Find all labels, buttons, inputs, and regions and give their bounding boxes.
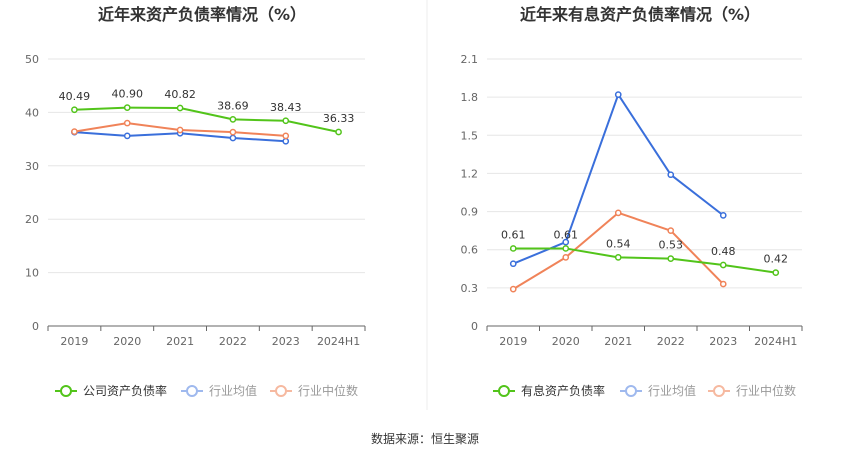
x-tick-label: 2024H1 [754, 335, 797, 348]
chart-title: 近年来有息资产负债率情况（%） [520, 5, 760, 24]
series-line [74, 106, 339, 133]
chart-title: 近年来资产负债率情况（%） [98, 5, 306, 24]
data-label: 0.48 [711, 245, 736, 258]
data-source-label: 数据来源：恒生聚源 [371, 431, 479, 446]
y-tick-label: 40 [25, 106, 39, 119]
data-label: 40.82 [164, 88, 196, 101]
data-point [719, 212, 727, 219]
data-point [282, 137, 290, 145]
data-label: 36.33 [323, 112, 355, 125]
data-point [282, 117, 290, 125]
data-point [123, 132, 131, 140]
legend-marker [625, 385, 637, 397]
data-point [719, 261, 727, 269]
y-tick-label: 2.1 [461, 53, 479, 66]
legend-label: 行业中位数 [298, 383, 358, 398]
data-point [282, 132, 290, 140]
data-point [614, 209, 622, 217]
y-tick-label: 0 [471, 320, 478, 333]
data-point [667, 171, 675, 179]
data-point [229, 116, 237, 123]
data-point [562, 245, 570, 252]
series-line [513, 247, 776, 274]
y-tick-label: 0.9 [461, 206, 479, 219]
legend-label: 公司资产负债率 [83, 383, 167, 398]
data-point [562, 238, 570, 246]
data-point [772, 269, 780, 276]
data-label: 0.42 [764, 253, 789, 266]
data-label: 0.54 [606, 237, 631, 250]
data-point [667, 227, 675, 234]
data-point [509, 285, 517, 293]
data-label: 38.43 [270, 101, 302, 114]
x-tick-label: 2024H1 [317, 335, 360, 348]
legend-marker [713, 385, 725, 397]
data-point [719, 280, 727, 288]
data-point [562, 253, 570, 261]
data-point [123, 104, 131, 111]
y-tick-label: 20 [25, 213, 39, 226]
x-tick-label: 2021 [166, 335, 194, 348]
y-tick-label: 30 [25, 160, 39, 173]
y-tick-label: 1.8 [461, 91, 479, 104]
y-tick-label: 50 [25, 53, 39, 66]
y-tick-label: 10 [25, 267, 39, 280]
x-tick-label: 2019 [499, 335, 527, 348]
x-tick-label: 2023 [272, 335, 300, 348]
legend-label: 有息资产负债率 [521, 383, 605, 398]
data-point [176, 104, 184, 112]
legend-marker [498, 385, 510, 397]
data-point [229, 134, 237, 142]
x-tick-label: 2019 [60, 335, 88, 348]
legend-label: 行业均值 [209, 383, 257, 398]
data-point [123, 119, 131, 127]
legend-label: 行业均值 [648, 383, 696, 398]
data-label: 0.61 [501, 228, 526, 241]
data-point [667, 255, 675, 262]
data-point [509, 260, 517, 268]
data-point [335, 128, 342, 136]
chart-interest-debt-ratio: 近年来有息资产负债率情况（%） 0 0.3 0.6 0.9 1.2 1.5 1.8 2.1 201… [461, 5, 803, 398]
x-tick-label: 2020 [552, 335, 580, 348]
y-tick-label: 0.6 [461, 244, 479, 257]
data-point [176, 126, 184, 134]
x-tick-label: 2020 [113, 335, 141, 348]
data-point [509, 245, 517, 252]
chart-debt-ratio: 近年来资产负债率情况（%） 0 10 20 30 40 50 2019 2020 2021 2022… [25, 5, 366, 398]
data-label: 0.61 [554, 228, 579, 241]
legend-marker [275, 385, 287, 397]
y-tick-label: 1.5 [461, 129, 479, 142]
x-tick-label: 2022 [219, 335, 247, 348]
data-point [71, 128, 78, 135]
data-point [229, 128, 237, 136]
x-tick-label: 2021 [604, 335, 632, 348]
data-label: 40.90 [112, 88, 144, 101]
y-tick-label: 0 [32, 320, 39, 333]
data-point [614, 253, 622, 261]
x-tick-label: 2023 [709, 335, 737, 348]
data-point [71, 106, 78, 114]
legend-label: 行业中位数 [736, 383, 796, 398]
data-label: 0.53 [659, 239, 684, 252]
x-tick-label: 2022 [657, 335, 685, 348]
data-label: 40.49 [59, 90, 91, 103]
legend-marker [186, 385, 198, 397]
data-point [614, 91, 622, 98]
y-tick-label: 0.3 [461, 282, 479, 295]
y-tick-label: 1.2 [461, 167, 479, 180]
data-label: 38.69 [217, 99, 249, 112]
legend-marker [60, 385, 72, 397]
